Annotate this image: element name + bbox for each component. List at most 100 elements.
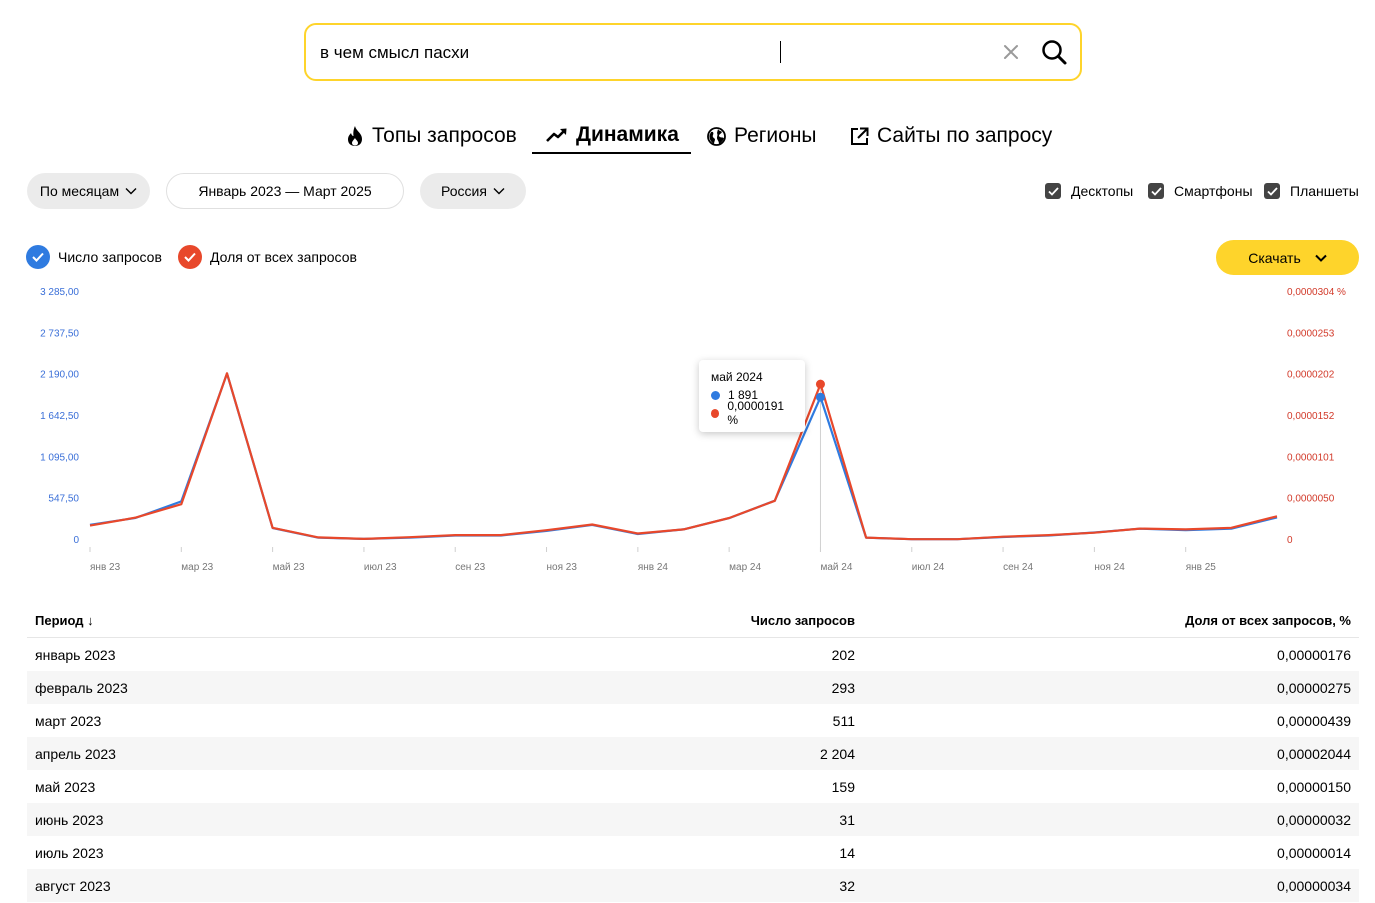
- cell-count: 293: [831, 679, 855, 696]
- dynamics-chart: 0 547,50 1 095,00 1 642,50 2 190,00 2 737,50 3…: [40, 287, 1346, 573]
- tooltip-share: 0,0000191 %: [727, 399, 785, 427]
- cell-period: март 2023: [35, 712, 102, 729]
- cell-share: 0,00000032: [1277, 811, 1351, 828]
- tab-dynamics[interactable]: Динамика: [532, 118, 691, 154]
- cell-share: 0,00000176: [1277, 646, 1351, 663]
- download-label: Скачать: [1248, 249, 1301, 266]
- checkbox-desktops[interactable]: Десктопы: [1045, 181, 1133, 201]
- checkbox-label: Планшеты: [1290, 183, 1359, 199]
- cell-share: 0,00000034: [1277, 877, 1351, 894]
- tooltip-count: 1 891: [728, 388, 759, 402]
- x-tick-label: май 24: [820, 562, 852, 573]
- trend-icon: [546, 128, 567, 142]
- hover-point-share: [815, 379, 825, 389]
- region-label: Россия: [441, 183, 487, 199]
- checkbox-label: Десктопы: [1071, 183, 1134, 199]
- check-icon: [26, 245, 50, 269]
- checkbox-tablets[interactable]: Планшеты: [1264, 181, 1359, 201]
- check-icon: [178, 245, 202, 269]
- table-row: январь 2023 202 0,00000176: [27, 638, 1359, 671]
- chevron-down-icon: [125, 188, 137, 195]
- checkbox-checked-icon: [1045, 183, 1061, 199]
- header-share[interactable]: Доля от всех запросов, %: [1185, 612, 1351, 628]
- y-left-tick-label: 547,50: [48, 494, 79, 505]
- cell-period: май 2023: [35, 778, 96, 795]
- arrow-down-icon: ↓: [87, 612, 94, 628]
- x-tick-label: июл 23: [364, 562, 397, 573]
- table-row: июль 2023 14 0,00000014: [27, 836, 1359, 869]
- tooltip-title: май 2024: [711, 370, 763, 384]
- tab-label: Регионы: [734, 124, 817, 147]
- date-range-picker[interactable]: Январь 2023 — Март 2025: [166, 173, 404, 209]
- search-icon[interactable]: [1040, 38, 1068, 66]
- y-right-tick-label: 0,0000101: [1287, 452, 1335, 463]
- flame-icon: [348, 126, 362, 146]
- table-body: январь 2023 202 0,00000176 февраль 2023 293 0…: [27, 638, 1359, 902]
- cell-count: 2 204: [819, 745, 855, 762]
- y-left-tick-label: 2 737,50: [40, 328, 79, 339]
- cell-count: 159: [831, 778, 855, 795]
- x-tick-label: янв 23: [90, 562, 121, 573]
- y-right-tick-label: 0,0000304 %: [1287, 287, 1346, 298]
- clear-icon[interactable]: [1000, 41, 1022, 63]
- sort-period-header[interactable]: Период ↓: [27, 613, 407, 628]
- region-select[interactable]: Россия: [420, 173, 526, 209]
- x-tick-label: сен 23: [455, 562, 485, 573]
- cell-period: июнь 2023: [35, 811, 104, 828]
- y-right-tick-label: 0,0000152: [1287, 411, 1335, 422]
- x-tick-label: ноя 23: [547, 562, 578, 573]
- red-dot-icon: [711, 408, 720, 418]
- table-row: август 2023 32 0,00000034: [27, 869, 1359, 902]
- x-tick-label: май 23: [273, 562, 305, 573]
- y-left-tick-label: 0: [73, 535, 79, 546]
- period-group-select[interactable]: По месяцам: [27, 173, 150, 209]
- tooltip-share-row: 0,0000191 %: [711, 399, 793, 427]
- tooltip-count-row: 1 891: [711, 386, 793, 404]
- table-row: март 2023 511 0,00000439: [27, 704, 1359, 737]
- x-tick-label: янв 25: [1186, 562, 1217, 573]
- cell-period: апрель 2023: [35, 745, 116, 762]
- header-count[interactable]: Число запросов: [750, 612, 855, 628]
- cell-share: 0,00000150: [1277, 778, 1351, 795]
- y-left-tick-label: 1 095,00: [40, 452, 79, 463]
- tab-label: Динамика: [576, 123, 679, 146]
- x-tick-label: мар 23: [181, 562, 213, 573]
- checkbox-smartphones[interactable]: Смартфоны: [1148, 181, 1253, 201]
- y-right-tick-label: 0,0000253: [1287, 328, 1335, 339]
- date-range-label: Январь 2023 — Март 2025: [198, 183, 372, 199]
- x-tick-label: мар 24: [729, 562, 761, 573]
- tab-regions[interactable]: Регионы: [707, 118, 817, 154]
- y-left-tick-label: 1 642,50: [40, 411, 79, 422]
- x-tick-label: сен 24: [1003, 562, 1033, 573]
- cell-period: февраль 2023: [35, 679, 128, 696]
- table-row: апрель 2023 2 204 0,00002044: [27, 737, 1359, 770]
- chart-tooltip: май 2024 1 891 0,0000191 %: [699, 360, 805, 432]
- y-left-tick-label: 3 285,00: [40, 287, 79, 298]
- checkbox-checked-icon: [1148, 183, 1164, 199]
- table-row: февраль 2023 293 0,00000275: [27, 671, 1359, 704]
- search-input[interactable]: [320, 41, 980, 65]
- table-row: июнь 2023 31 0,00000032: [27, 803, 1359, 836]
- cell-count: 511: [832, 712, 855, 729]
- legend-share[interactable]: Доля от всех запросов: [178, 244, 357, 270]
- y-right-tick-label: 0,0000202: [1287, 370, 1335, 381]
- tab-sites[interactable]: Сайты по запросу: [850, 118, 1052, 154]
- period-group-label: По месяцам: [39, 183, 120, 199]
- cell-count: 14: [839, 844, 855, 861]
- blue-dot-icon: [711, 390, 720, 400]
- y-left-tick-label: 2 190,00: [40, 370, 79, 381]
- text-caret: [780, 41, 781, 63]
- cell-count: 202: [831, 646, 855, 663]
- table-row: май 2023 159 0,00000150: [27, 770, 1359, 803]
- tab-bar: Топы запросов Динамика Регионы Сайты по …: [0, 118, 1375, 154]
- legend-count[interactable]: Число запросов: [26, 244, 162, 270]
- chevron-down-icon: [493, 188, 505, 195]
- x-tick-label: янв 24: [638, 562, 669, 573]
- chevron-down-icon: [1315, 254, 1327, 262]
- hover-point-count: [815, 392, 825, 402]
- download-button[interactable]: Скачать: [1216, 240, 1359, 275]
- search-box[interactable]: [304, 23, 1082, 81]
- tab-top-queries[interactable]: Топы запросов: [346, 118, 517, 154]
- x-tick-label: июл 24: [912, 562, 945, 573]
- y-right-tick-label: 0,0000050: [1287, 494, 1335, 505]
